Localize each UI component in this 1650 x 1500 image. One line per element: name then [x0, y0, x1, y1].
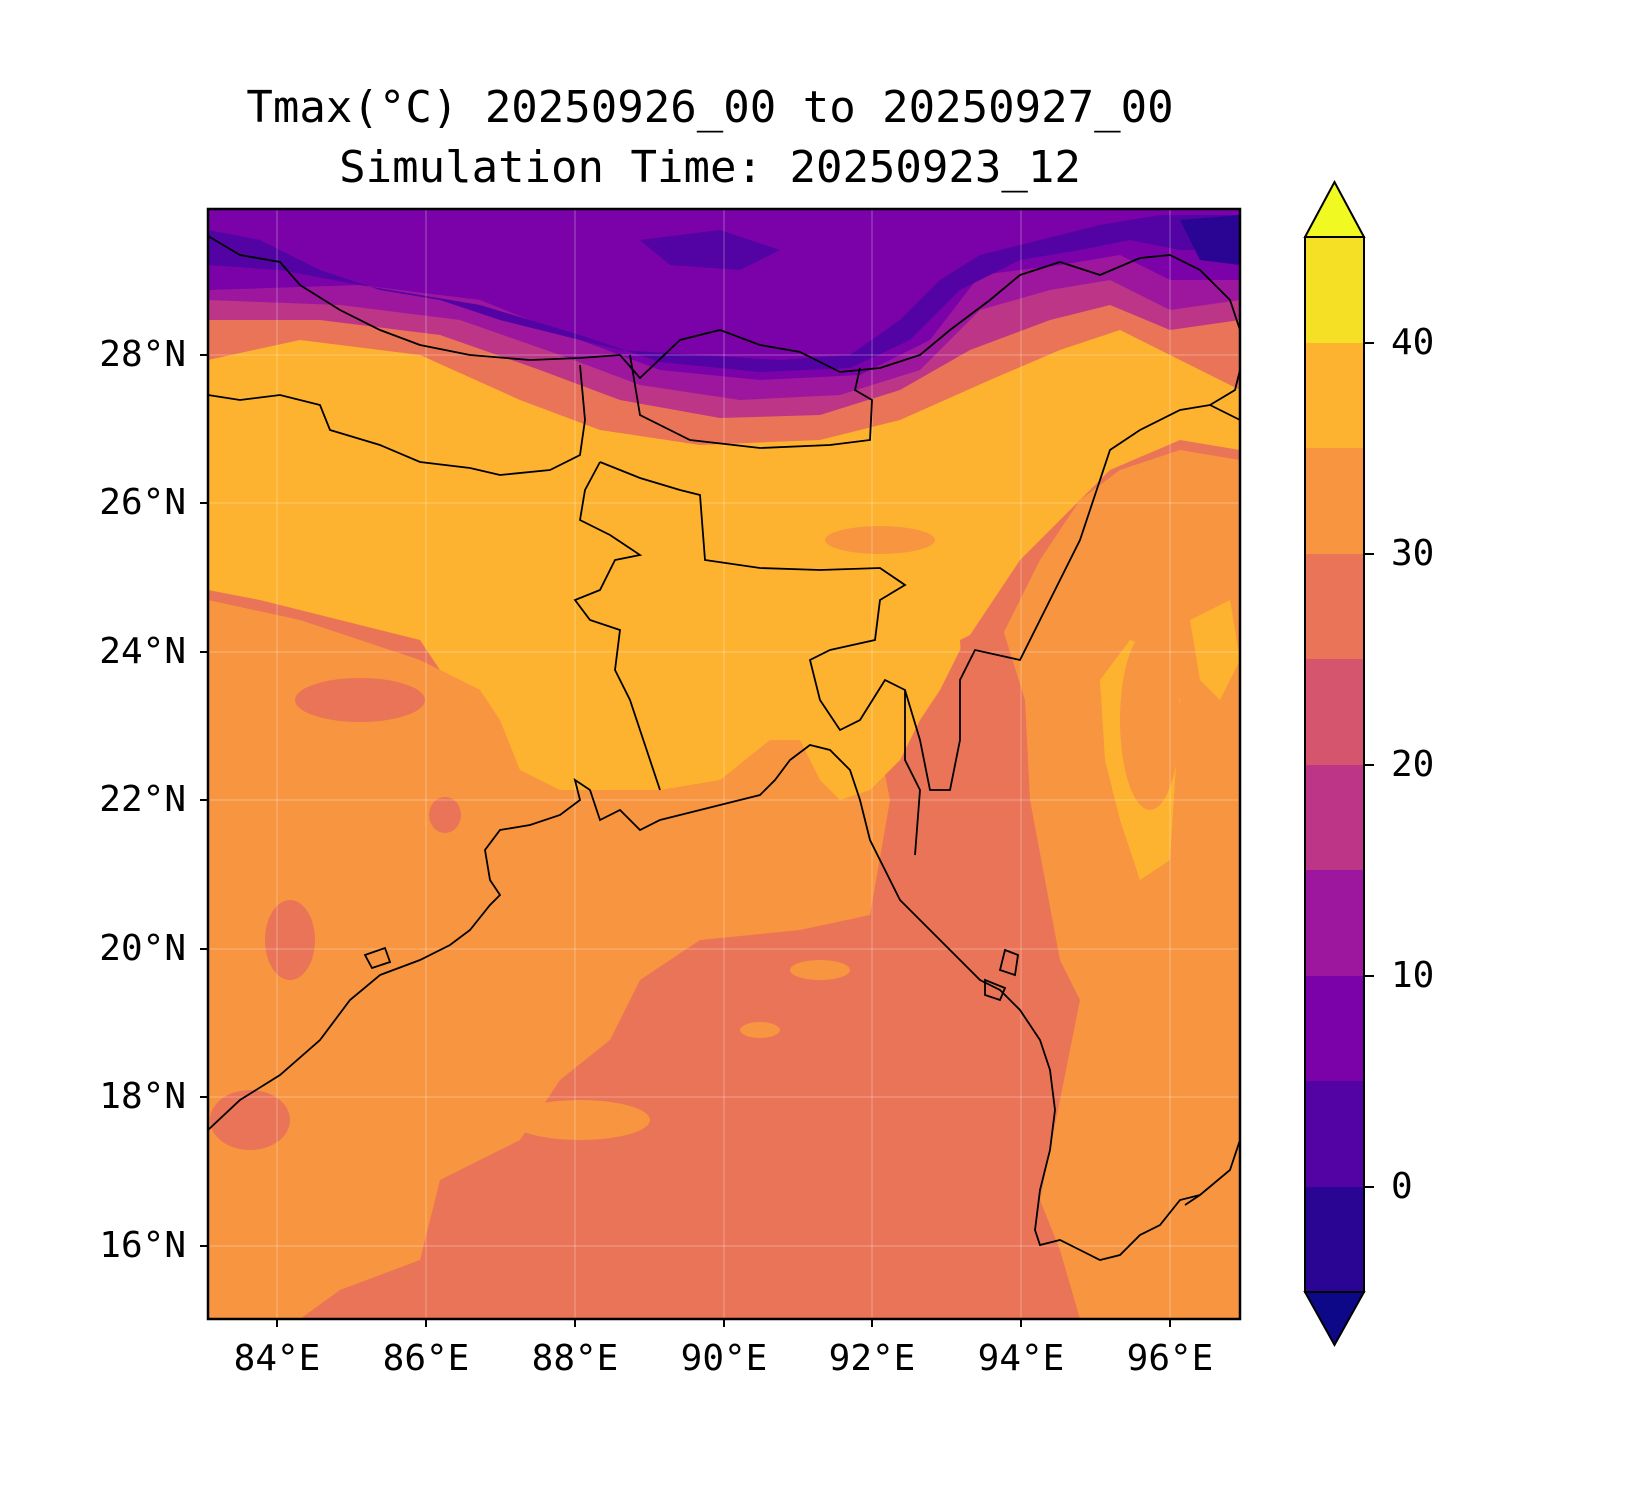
field-patch — [295, 678, 425, 722]
lat-tick-label: 24°N — [99, 631, 186, 672]
colorbar-extend-high — [1303, 179, 1366, 238]
colorbar-bin — [1305, 448, 1364, 554]
colorbar-bin — [1305, 237, 1364, 343]
field-patch — [510, 1100, 650, 1140]
field-cold-patch2 — [640, 230, 780, 270]
lon-tick-label: 88°E — [531, 1338, 619, 1379]
lon-tick-label: 86°E — [382, 1338, 470, 1379]
map-gridlines — [208, 209, 1240, 1319]
lat-tick-label: 26°N — [99, 482, 186, 523]
axis-ticks — [200, 354, 1171, 1327]
colorbar-tick-label: 40 — [1391, 322, 1435, 363]
field-patch — [825, 526, 935, 554]
colorbar-bin — [1305, 1081, 1364, 1187]
field-patch — [1120, 630, 1180, 810]
coastline — [208, 744, 1201, 1261]
map-title-line2: Simulation Time: 20250923_12 — [339, 142, 1081, 193]
country-borders — [208, 235, 1240, 1206]
colorbar-bin — [1305, 1187, 1364, 1292]
field-ridge-25-30 — [960, 620, 1060, 1000]
colorbar-bin — [1305, 343, 1364, 448]
colorbar-tick-label: 20 — [1391, 744, 1435, 785]
field-himalaya-0-5 — [208, 215, 1240, 372]
colorbar-ticks — [1364, 342, 1374, 1188]
colorbar-bin — [1305, 870, 1364, 976]
field-patch — [740, 1022, 780, 1038]
colorbar-bin — [1305, 765, 1364, 870]
colorbar-bin — [1305, 554, 1364, 659]
lat-tick-label: 20°N — [99, 928, 186, 969]
colorbar-bin — [1305, 659, 1364, 765]
field-patch — [210, 1090, 290, 1150]
field-cold-patch — [1180, 215, 1240, 265]
colorbar — [1303, 179, 1374, 1348]
field-patch — [790, 960, 850, 980]
colorbar-tick-label: 30 — [1391, 533, 1435, 574]
colorbar-bin — [1305, 976, 1364, 1081]
lat-tick-label: 18°N — [99, 1076, 186, 1117]
lon-tick-label: 84°E — [233, 1338, 321, 1379]
lon-tick-label: 96°E — [1126, 1338, 1214, 1379]
colorbar-tick-label: 10 — [1391, 955, 1435, 996]
field-band-35-40-east2 — [1190, 600, 1240, 700]
field-band-30-35-east — [990, 450, 1240, 1319]
lon-tick-label: 90°E — [680, 1338, 768, 1379]
map-title-line1: Tmax(°C) 20250926_00 to 20250927_00 — [246, 82, 1174, 133]
field-patch — [429, 797, 461, 833]
colorbar-extend-low — [1303, 1291, 1366, 1348]
lon-tick-label: 94°E — [977, 1338, 1065, 1379]
temperature-field — [208, 209, 1240, 1319]
field-patch — [265, 900, 315, 980]
lat-tick-label: 22°N — [99, 779, 186, 820]
lon-tick-label: 92°E — [828, 1338, 916, 1379]
lat-tick-label: 28°N — [99, 334, 186, 375]
lat-tick-label: 16°N — [99, 1225, 186, 1266]
field-band-35-40-land — [208, 330, 1240, 800]
field-himalaya-5-10 — [208, 209, 1240, 380]
colorbar-tick-label: 0 — [1391, 1166, 1413, 1207]
